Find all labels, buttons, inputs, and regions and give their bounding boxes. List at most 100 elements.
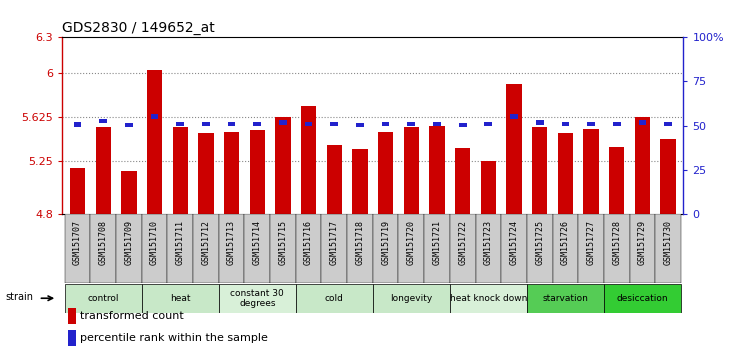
- Bar: [501, 214, 527, 283]
- Bar: [404, 127, 419, 214]
- Bar: [655, 214, 681, 283]
- Bar: [373, 284, 450, 313]
- Text: GSM151716: GSM151716: [304, 220, 313, 265]
- Bar: [561, 121, 569, 126]
- Bar: [96, 127, 111, 214]
- Bar: [116, 214, 142, 283]
- Bar: [91, 214, 116, 283]
- Text: heat knock down: heat knock down: [450, 294, 527, 303]
- Bar: [69, 308, 76, 324]
- Bar: [558, 133, 573, 214]
- Bar: [609, 147, 624, 214]
- Bar: [639, 120, 646, 125]
- Text: control: control: [88, 294, 119, 303]
- Bar: [65, 284, 142, 313]
- Text: GSM151717: GSM151717: [330, 220, 338, 265]
- Bar: [660, 139, 675, 214]
- Bar: [69, 330, 76, 346]
- Text: GSM151722: GSM151722: [458, 220, 467, 265]
- Text: GSM151730: GSM151730: [664, 220, 673, 265]
- Bar: [228, 121, 235, 126]
- Bar: [604, 284, 681, 313]
- Bar: [481, 161, 496, 214]
- Text: GSM151712: GSM151712: [202, 220, 211, 265]
- Bar: [352, 149, 368, 214]
- Text: desiccation: desiccation: [616, 294, 668, 303]
- Bar: [244, 214, 270, 283]
- Bar: [536, 120, 544, 125]
- Text: heat: heat: [170, 294, 191, 303]
- Bar: [553, 214, 578, 283]
- Bar: [450, 284, 527, 313]
- Bar: [429, 126, 444, 214]
- Text: GSM151724: GSM151724: [510, 220, 518, 265]
- Bar: [613, 121, 621, 126]
- Text: percentile rank within the sample: percentile rank within the sample: [80, 333, 268, 343]
- Bar: [578, 214, 604, 283]
- Text: GSM151710: GSM151710: [150, 220, 159, 265]
- Bar: [398, 214, 424, 283]
- Bar: [305, 121, 312, 126]
- Bar: [276, 117, 291, 214]
- Bar: [219, 284, 296, 313]
- Bar: [249, 130, 265, 214]
- Text: GSM151725: GSM151725: [535, 220, 544, 265]
- Text: GSM151727: GSM151727: [586, 220, 596, 265]
- Bar: [121, 171, 137, 214]
- Bar: [327, 144, 342, 214]
- Bar: [279, 120, 287, 125]
- Bar: [173, 127, 188, 214]
- Bar: [99, 119, 107, 123]
- Bar: [382, 121, 390, 126]
- Text: GSM151720: GSM151720: [407, 220, 416, 265]
- Text: cold: cold: [325, 294, 344, 303]
- Bar: [407, 121, 415, 126]
- Bar: [142, 284, 219, 313]
- Bar: [296, 284, 373, 313]
- Text: GDS2830 / 149652_at: GDS2830 / 149652_at: [62, 21, 215, 35]
- Bar: [125, 123, 133, 127]
- Text: GSM151708: GSM151708: [99, 220, 107, 265]
- Bar: [527, 214, 553, 283]
- Bar: [424, 214, 450, 283]
- Bar: [604, 214, 629, 283]
- Bar: [532, 127, 548, 214]
- Bar: [347, 214, 373, 283]
- Bar: [301, 105, 317, 214]
- Bar: [65, 214, 91, 283]
- Text: longevity: longevity: [390, 294, 433, 303]
- Bar: [147, 70, 162, 214]
- Bar: [450, 214, 475, 283]
- Bar: [142, 214, 167, 283]
- Bar: [193, 214, 219, 283]
- Bar: [176, 121, 184, 126]
- Text: GSM151713: GSM151713: [227, 220, 236, 265]
- Bar: [151, 114, 159, 119]
- Text: constant 30
degrees: constant 30 degrees: [230, 289, 284, 308]
- Bar: [254, 121, 261, 126]
- Bar: [455, 148, 470, 214]
- Bar: [224, 132, 239, 214]
- Bar: [378, 132, 393, 214]
- Bar: [70, 168, 86, 214]
- Bar: [74, 122, 81, 127]
- Bar: [356, 123, 364, 127]
- Bar: [373, 214, 398, 283]
- Text: GSM151721: GSM151721: [433, 220, 442, 265]
- Text: GSM151707: GSM151707: [73, 220, 82, 265]
- Text: GSM151709: GSM151709: [124, 220, 133, 265]
- Bar: [475, 214, 501, 283]
- Bar: [433, 121, 441, 126]
- Bar: [219, 214, 244, 283]
- Text: starvation: starvation: [542, 294, 588, 303]
- Bar: [198, 133, 213, 214]
- Text: GSM151714: GSM151714: [253, 220, 262, 265]
- Bar: [527, 284, 604, 313]
- Bar: [507, 84, 522, 214]
- Text: GSM151719: GSM151719: [381, 220, 390, 265]
- Bar: [635, 117, 650, 214]
- Text: GSM151728: GSM151728: [613, 220, 621, 265]
- Bar: [330, 121, 338, 126]
- Bar: [202, 121, 210, 126]
- Text: transformed count: transformed count: [80, 311, 183, 321]
